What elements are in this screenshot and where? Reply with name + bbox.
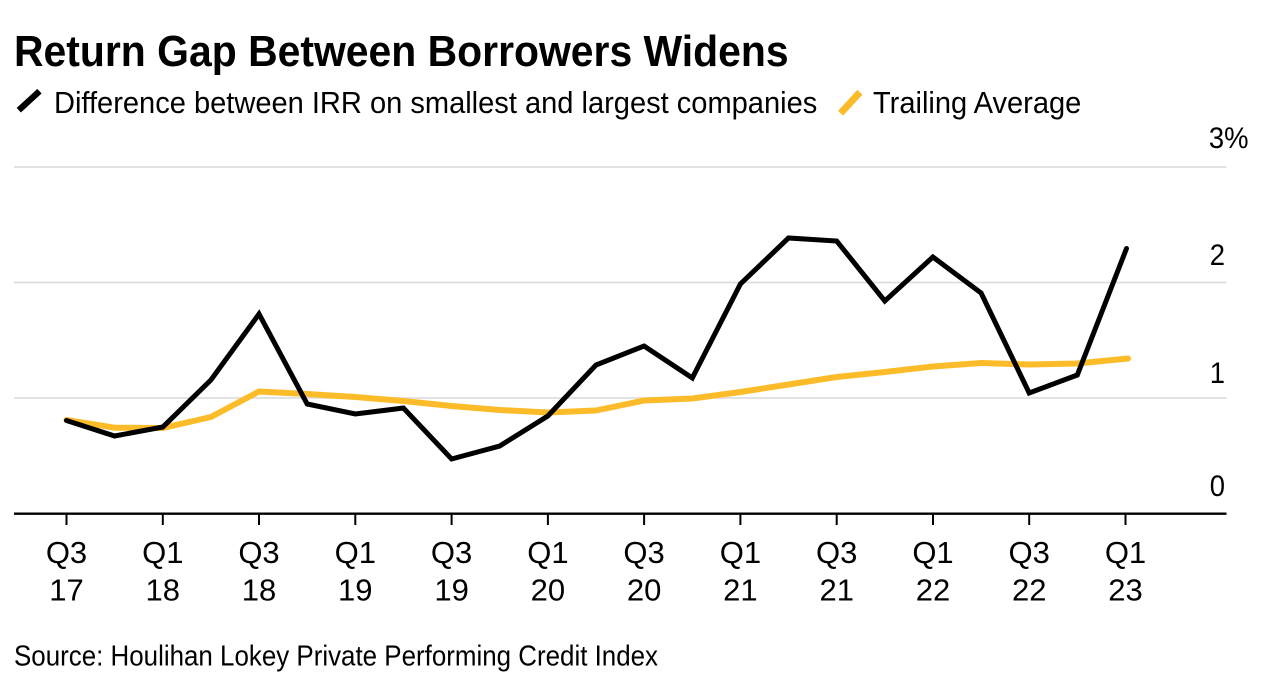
svg-text:1: 1 (1210, 357, 1225, 390)
svg-text:19: 19 (434, 573, 468, 608)
svg-text:21: 21 (723, 573, 757, 608)
svg-text:Q3: Q3 (46, 535, 87, 570)
svg-text:Q3: Q3 (431, 535, 472, 570)
svg-text:Q3: Q3 (238, 535, 279, 570)
svg-text:18: 18 (146, 573, 180, 608)
svg-text:20: 20 (531, 573, 565, 608)
svg-text:0: 0 (1210, 470, 1225, 503)
svg-text:Q1: Q1 (527, 535, 568, 570)
svg-text:18: 18 (242, 573, 276, 608)
svg-text:Q3: Q3 (623, 535, 664, 570)
svg-text:23: 23 (1108, 573, 1142, 608)
svg-text:20: 20 (627, 573, 661, 608)
svg-text:Q1: Q1 (335, 535, 376, 570)
svg-text:Q1: Q1 (720, 535, 761, 570)
svg-text:2: 2 (1210, 239, 1225, 272)
svg-text:17: 17 (49, 573, 83, 608)
svg-text:Difference between IRR on smal: Difference between IRR on smallest and l… (54, 86, 817, 120)
svg-text:22: 22 (916, 573, 950, 608)
svg-text:Q3: Q3 (816, 535, 857, 570)
svg-text:Trailing Average: Trailing Average (873, 86, 1081, 120)
svg-text:Q1: Q1 (1105, 535, 1146, 570)
svg-text:3%: 3% (1209, 122, 1249, 155)
svg-text:Q1: Q1 (142, 535, 183, 570)
svg-text:Q1: Q1 (912, 535, 953, 570)
svg-text:22: 22 (1012, 573, 1046, 608)
svg-text:19: 19 (338, 573, 372, 608)
svg-text:Source: Houlihan Lokey Private: Source: Houlihan Lokey Private Performin… (14, 639, 658, 672)
svg-text:21: 21 (819, 573, 853, 608)
svg-text:Return Gap Between Borrowers W: Return Gap Between Borrowers Widens (14, 28, 789, 77)
svg-text:Q3: Q3 (1009, 535, 1050, 570)
